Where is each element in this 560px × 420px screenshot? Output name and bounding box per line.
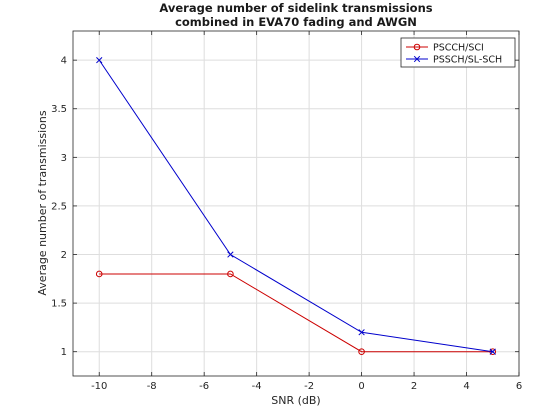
series-1-point-2 xyxy=(358,329,365,336)
legend-label-0: PSCCH/SCI xyxy=(433,43,484,54)
x-tick-label-2: -6 xyxy=(199,381,209,392)
y-tick-label-3: 2.5 xyxy=(51,201,67,212)
y-tick-label-2: 2 xyxy=(61,250,67,261)
legend-marker-0 xyxy=(413,43,421,51)
legend-box xyxy=(400,37,516,68)
legend-label-1: PSSCH/SL-SCH xyxy=(433,55,502,66)
series-1-point-0 xyxy=(96,57,103,64)
series-1-point-3 xyxy=(489,348,496,355)
series-1-point-1 xyxy=(227,251,234,258)
y-tick-label-5: 3.5 xyxy=(51,104,67,115)
x-tick-label-0: -10 xyxy=(91,381,107,392)
x-tick-label-1: -8 xyxy=(147,381,157,392)
x-tick-label-3: -4 xyxy=(252,381,262,392)
y-tick-label-4: 3 xyxy=(61,153,67,164)
series-0-point-2 xyxy=(358,348,365,356)
series-0-point-0 xyxy=(95,270,103,278)
series-layer xyxy=(95,57,497,356)
y-tick-label-1: 1.5 xyxy=(51,299,67,310)
x-tick-label-4: -2 xyxy=(304,381,314,392)
axes-box xyxy=(72,30,520,377)
x-axis-label: SNR (dB) xyxy=(271,394,320,407)
y-tick-label-0: 1 xyxy=(61,347,67,358)
x-tick-label-5: 0 xyxy=(358,381,364,392)
legend-marker-1 xyxy=(413,55,421,63)
x-tick-label-8: 6 xyxy=(516,381,522,392)
x-tick-label-7: 4 xyxy=(463,381,469,392)
x-tick-label-6: 2 xyxy=(411,381,417,392)
plot-area xyxy=(73,31,519,376)
series-1 xyxy=(96,57,496,355)
y-tick-label-6: 4 xyxy=(61,56,67,67)
chart-title-line-2: combined in EVA70 fading and AWGN xyxy=(175,15,417,29)
series-0-point-1 xyxy=(227,270,234,278)
y-axis-label: Average number of transmissions xyxy=(36,110,49,295)
series-line-1 xyxy=(98,59,493,353)
axes: -10 -8 -6 -4 -2 0 2 4 6 1 1.5 2 2.5 3 3.5 4 xyxy=(51,30,522,392)
chart-title-line-1: Average number of sidelink transmissions xyxy=(159,1,432,15)
series-line-0 xyxy=(99,273,493,353)
grid xyxy=(73,31,520,376)
